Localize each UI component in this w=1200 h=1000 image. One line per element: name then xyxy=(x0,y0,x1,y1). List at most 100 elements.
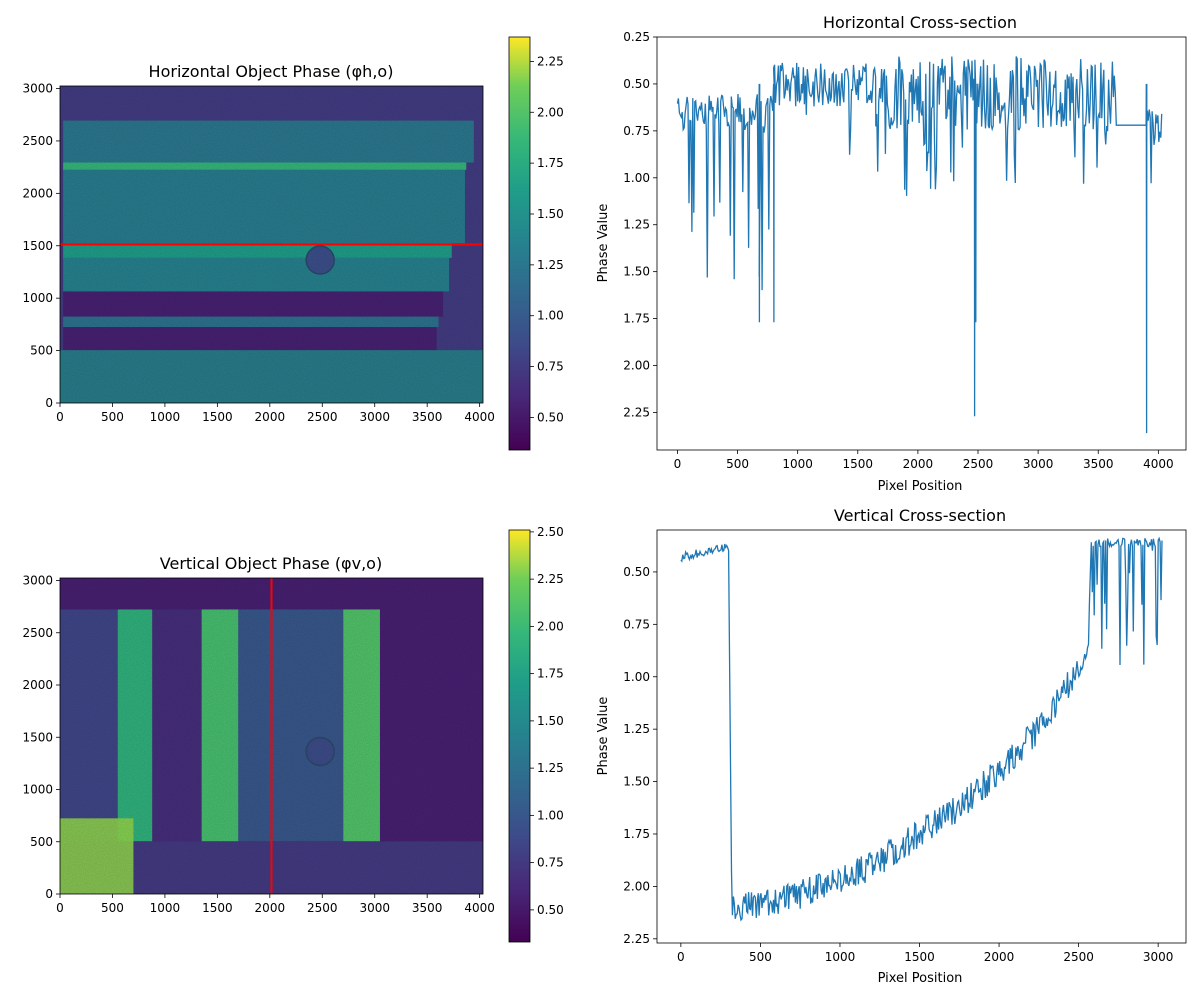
y-tick-label: 0.25 xyxy=(623,30,650,44)
y-tick-label: 0.50 xyxy=(623,77,650,91)
axes-frame xyxy=(59,85,484,404)
x-tick-label: 4000 xyxy=(464,901,495,915)
x-tick-label: 2000 xyxy=(255,410,286,424)
vertical-cross-section-panel: Vertical Cross-section Pixel Position Ph… xyxy=(596,506,1187,986)
y-tick-label: 1000 xyxy=(22,291,53,305)
axes-frame xyxy=(656,529,1187,944)
x-tick-label: 1500 xyxy=(843,457,874,471)
x-tick-label: 500 xyxy=(749,950,772,964)
y-tick-label: 1500 xyxy=(22,730,53,744)
y-tick-label: 0.50 xyxy=(623,565,650,579)
vertical-phase-title: Vertical Object Phase (φv,o) xyxy=(160,554,382,573)
vertical-phase-colorbar: 0.50 0.75 1.00 1.25 1.50 1.75 2.00 2.25 2.50 xyxy=(508,525,564,943)
x-tick-label: 0 xyxy=(677,950,685,964)
colorbar-tick-label: 1.25 xyxy=(537,761,564,775)
x-tick-label: 0 xyxy=(56,901,64,915)
vertical-cross-section-title: Vertical Cross-section xyxy=(834,506,1006,525)
colorbar-gradient xyxy=(508,36,531,451)
colorbar-tick-label: 2.00 xyxy=(537,619,564,633)
colorbar-gradient xyxy=(508,529,531,943)
vertical-phase-panel: Vertical Object Phase (φv,o) 0 500 1000 150… xyxy=(22,525,564,943)
x-tick-label: 2000 xyxy=(984,950,1015,964)
horizontal-cross-section-line xyxy=(676,56,1163,434)
x-tick-label: 3500 xyxy=(412,901,443,915)
colorbar-tick-label: 0.50 xyxy=(537,903,564,917)
y-tick-label: 2000 xyxy=(22,678,53,692)
colorbar-tick-label: 0.75 xyxy=(537,360,564,374)
colorbar-tick-label: 2.00 xyxy=(537,105,564,119)
y-tick-label: 1.25 xyxy=(623,218,650,232)
horizontal-phase-axes: 0 500 1000 1500 2000 2500 3000 3500 4000 0 500 1000… xyxy=(22,82,494,424)
y-tick-label: 1.00 xyxy=(623,670,650,684)
y-tick-label: 0.75 xyxy=(623,617,650,631)
x-tick-label: 3000 xyxy=(359,410,390,424)
y-tick-label: 500 xyxy=(30,344,53,358)
x-tick-label: 500 xyxy=(101,410,124,424)
horizontal-cross-section-title: Horizontal Cross-section xyxy=(823,13,1017,32)
horizontal-phase-panel: Horizontal Object Phase (φh,o) 0 500 1000 1… xyxy=(22,36,564,451)
colorbar-tick-label: 2.50 xyxy=(537,525,564,539)
colorbar-tick-label: 0.50 xyxy=(537,410,564,424)
horizontal-cross-section-axes: 0 500 1000 1500 2000 2500 3000 3500 4000 0.25 0.50… xyxy=(623,30,1187,471)
y-tick-label: 500 xyxy=(30,835,53,849)
vertical-cross-section-ylabel: Phase Value xyxy=(596,697,611,776)
x-tick-label: 1500 xyxy=(202,410,233,424)
vertical-cross-section-axes: 0 500 1000 1500 2000 2500 3000 0.50 0.75 1.00 1.25… xyxy=(623,529,1187,964)
horizontal-phase-title: Horizontal Object Phase (φh,o) xyxy=(149,62,394,81)
x-tick-label: 500 xyxy=(101,901,124,915)
x-tick-label: 2000 xyxy=(903,457,934,471)
x-tick-label: 1000 xyxy=(782,457,813,471)
axes-frame xyxy=(59,577,484,895)
y-tick-label: 3000 xyxy=(22,82,53,96)
horizontal-phase-image xyxy=(60,86,483,403)
y-tick-label: 2.00 xyxy=(623,359,650,373)
horizontal-cross-section-ylabel: Phase Value xyxy=(596,204,611,283)
colorbar-tick-label: 2.25 xyxy=(537,572,564,586)
y-tick-label: 1.50 xyxy=(623,775,650,789)
y-tick-label: 1000 xyxy=(22,783,53,797)
horizontal-cross-section-xlabel: Pixel Position xyxy=(878,479,963,494)
vertical-cross-section-line xyxy=(680,536,1163,922)
y-tick-label: 2.25 xyxy=(623,405,650,419)
x-tick-label: 3000 xyxy=(1143,950,1174,964)
y-tick-label: 2.00 xyxy=(623,879,650,893)
x-tick-label: 3500 xyxy=(412,410,443,424)
colorbar-tick-label: 1.25 xyxy=(537,258,564,272)
x-tick-label: 1500 xyxy=(202,901,233,915)
x-tick-label: 500 xyxy=(726,457,749,471)
x-tick-label: 0 xyxy=(674,457,682,471)
x-tick-label: 1000 xyxy=(825,950,856,964)
y-tick-label: 1.75 xyxy=(623,312,650,326)
horizontal-cross-section-panel: Horizontal Cross-section Pixel Position … xyxy=(596,13,1187,494)
y-tick-label: 2.25 xyxy=(623,932,650,946)
axes-frame xyxy=(656,36,1187,451)
x-tick-label: 1000 xyxy=(150,901,181,915)
x-tick-label: 1500 xyxy=(904,950,935,964)
colorbar-tick-label: 0.75 xyxy=(537,856,564,870)
x-tick-label: 3000 xyxy=(359,901,390,915)
x-tick-label: 2500 xyxy=(963,457,994,471)
x-tick-label: 2500 xyxy=(1063,950,1094,964)
vertical-cross-section-xlabel: Pixel Position xyxy=(878,971,963,986)
x-tick-label: 4000 xyxy=(464,410,495,424)
x-tick-label: 2000 xyxy=(255,901,286,915)
x-tick-label: 2500 xyxy=(307,901,338,915)
x-tick-label: 3500 xyxy=(1083,457,1114,471)
colorbar-tick-label: 1.00 xyxy=(537,808,564,822)
y-tick-label: 0 xyxy=(45,887,53,901)
y-tick-label: 1.00 xyxy=(623,171,650,185)
vertical-phase-image xyxy=(60,578,483,894)
y-tick-label: 1.75 xyxy=(623,827,650,841)
colorbar-tick-label: 1.50 xyxy=(537,714,564,728)
horizontal-phase-colorbar: 0.50 0.75 1.00 1.25 1.50 1.75 2.00 2.25 xyxy=(508,36,564,451)
y-tick-label: 2500 xyxy=(22,134,53,148)
y-tick-label: 2000 xyxy=(22,186,53,200)
colorbar-tick-label: 1.50 xyxy=(537,207,564,221)
x-tick-label: 4000 xyxy=(1143,457,1174,471)
x-tick-label: 3000 xyxy=(1023,457,1054,471)
y-tick-label: 2500 xyxy=(22,626,53,640)
y-tick-label: 0.75 xyxy=(623,124,650,138)
y-tick-label: 3000 xyxy=(22,574,53,588)
vertical-phase-axes: 0 500 1000 1500 2000 2500 3000 3500 4000 0 500 1000… xyxy=(22,574,494,915)
